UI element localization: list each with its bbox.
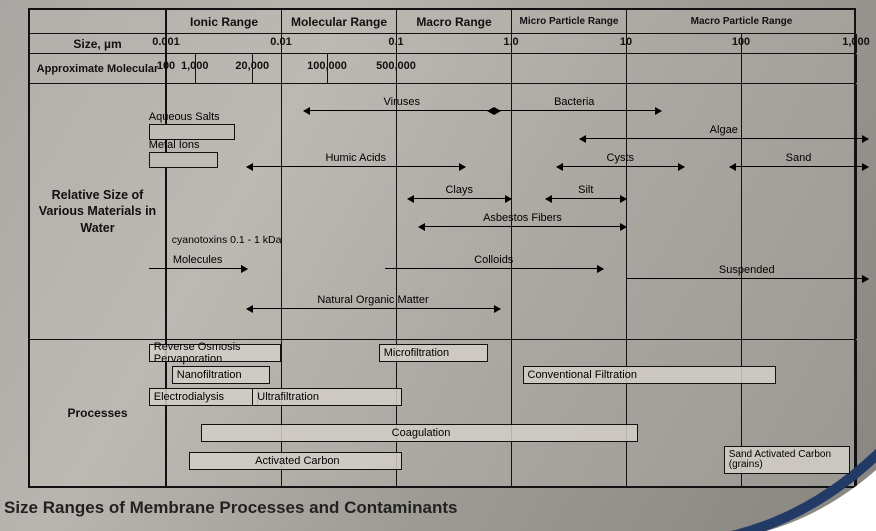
- material-label: Bacteria: [554, 96, 594, 108]
- gridline: [626, 340, 627, 486]
- process-bar: Microfiltration: [379, 344, 488, 362]
- material-label: Asbestos Fibers: [483, 212, 562, 224]
- gridline: [626, 84, 627, 339]
- gridline: [626, 54, 627, 83]
- gridline: [281, 34, 282, 53]
- gridline: [281, 54, 282, 83]
- process-bar: Nanofiltration: [172, 366, 270, 384]
- material-label: Metal Ions: [149, 139, 200, 151]
- gridline: [511, 54, 512, 83]
- gridline: [511, 340, 512, 486]
- material-label: Sand: [786, 152, 812, 164]
- gridline: [626, 34, 627, 53]
- gridline: [741, 84, 742, 339]
- range-headers: Ionic RangeMolecular RangeMacro RangeMic…: [166, 10, 854, 34]
- material-label: Natural Organic Matter: [317, 294, 428, 306]
- range-header: Molecular Range: [281, 10, 396, 34]
- page-root: Ionic RangeMolecular RangeMacro RangeMic…: [0, 0, 876, 531]
- range-header: Ionic Range: [166, 10, 281, 34]
- process-bar: Coagulation: [201, 424, 638, 442]
- range-header: Macro Range: [396, 10, 511, 34]
- gridline: [856, 34, 857, 53]
- gridline: [856, 84, 857, 339]
- mw-gridline: [195, 54, 196, 83]
- cyanotoxins-annotation: cyanotoxins 0.1 - 1 kDa: [172, 234, 282, 246]
- material-range: [385, 268, 604, 269]
- mw-gridline: [252, 54, 253, 83]
- material-bar: [149, 124, 235, 140]
- gridline: [856, 340, 857, 486]
- material-range: [419, 226, 626, 227]
- material-bar: [149, 152, 218, 168]
- gridline: [741, 54, 742, 83]
- process-bar: Electrodialysis: [149, 388, 258, 406]
- material-label: Aqueous Salts: [149, 111, 220, 123]
- size-row: Size, µm 0.0010.010.11.0101001,000: [30, 34, 854, 54]
- material-range: [408, 198, 512, 199]
- gridline: [166, 34, 167, 53]
- process-bar: Conventional Filtration: [523, 366, 776, 384]
- header-left-blank: [30, 10, 166, 34]
- mw-gridline: [327, 54, 328, 83]
- processes-track: Reverse Osmosis PervaporationMicrofiltra…: [166, 340, 854, 486]
- gridline: [741, 34, 742, 53]
- process-bar: Sand Activated Carbon (grains): [724, 446, 851, 474]
- gridline: [396, 34, 397, 53]
- material-range: [149, 268, 247, 269]
- mw-gridline: [396, 54, 397, 83]
- chart-frame: Ionic RangeMolecular RangeMacro RangeMic…: [28, 8, 856, 488]
- material-label: Clays: [445, 184, 473, 196]
- material-label: Cysts: [607, 152, 635, 164]
- gridline: [856, 54, 857, 83]
- size-label: Size, µm: [30, 34, 166, 53]
- process-bar: Activated Carbon: [189, 452, 402, 470]
- material-label: Silt: [578, 184, 593, 196]
- gridline: [511, 34, 512, 53]
- materials-row: Relative Size of Various Materials in Wa…: [30, 84, 854, 340]
- range-header: Micro Particle Range: [511, 10, 626, 34]
- material-label: Suspended: [719, 264, 775, 276]
- size-track: 0.0010.010.11.0101001,000: [166, 34, 854, 53]
- molecular-track: 1001,00020,000100,000500,000: [166, 54, 854, 83]
- material-label: Algae: [710, 124, 738, 136]
- material-range: [546, 198, 627, 199]
- material-range: [626, 278, 868, 279]
- figure-caption: Size Ranges of Membrane Processes and Co…: [4, 498, 457, 518]
- molecular-row: Approximate Molecular 1001,00020,000100,…: [30, 54, 854, 84]
- process-bar: Reverse Osmosis Pervaporation: [149, 344, 281, 362]
- material-label: Humic Acids: [325, 152, 386, 164]
- materials-track: VirusesBacteriaAqueous SaltsAlgaeMetal I…: [166, 84, 854, 339]
- material-range: [247, 166, 466, 167]
- process-bar: Ultrafiltration: [252, 388, 402, 406]
- range-header: Macro Particle Range: [626, 10, 856, 34]
- processes-label: Processes: [30, 340, 166, 486]
- materials-label: Relative Size of Various Materials in Wa…: [30, 84, 166, 339]
- material-range: [304, 110, 500, 111]
- material-label: Viruses: [384, 96, 420, 108]
- material-label: Colloids: [474, 254, 513, 266]
- material-range: [730, 166, 868, 167]
- material-range: [488, 110, 661, 111]
- gridline: [281, 84, 282, 339]
- material-label: Molecules: [173, 254, 223, 266]
- mw-gridline: [166, 54, 167, 83]
- material-range: [557, 166, 684, 167]
- processes-row: Processes Reverse Osmosis PervaporationM…: [30, 340, 854, 486]
- material-range: [247, 308, 500, 309]
- molecular-label: Approximate Molecular: [30, 54, 166, 83]
- material-range: [580, 138, 868, 139]
